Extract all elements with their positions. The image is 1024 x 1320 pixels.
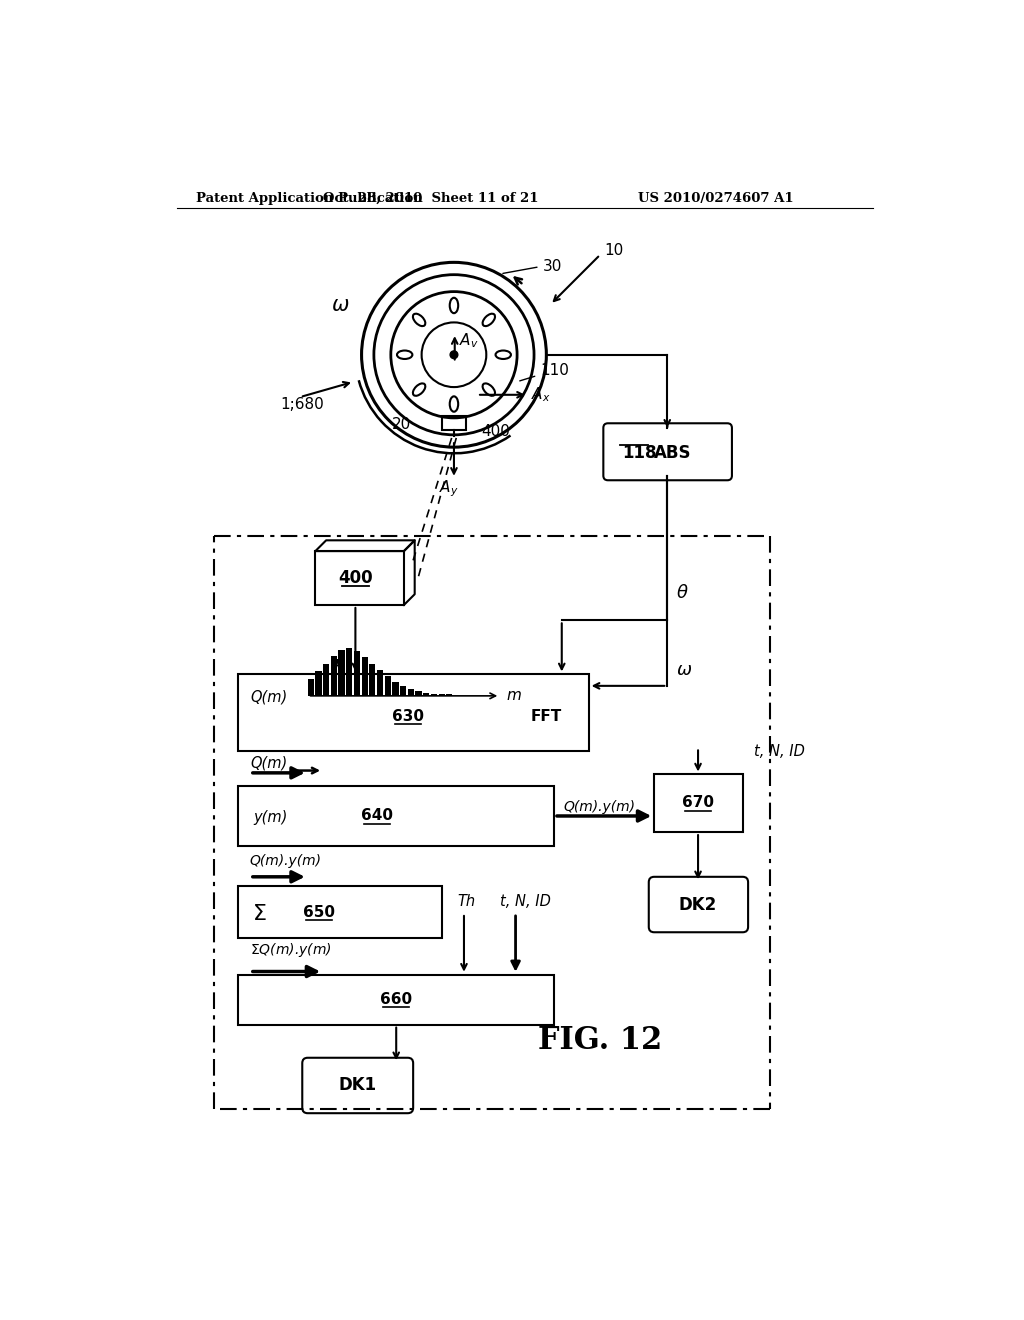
Text: $A_x$: $A_x$: [531, 385, 551, 404]
Bar: [346, 648, 352, 696]
Text: 30: 30: [503, 259, 562, 273]
Text: Patent Application Publication: Patent Application Publication: [196, 191, 423, 205]
Bar: [239, 974, 554, 1024]
Bar: [331, 656, 337, 696]
Text: t, N, ID: t, N, ID: [755, 743, 805, 759]
Text: P: P: [334, 657, 345, 676]
Text: y(m): y(m): [254, 810, 288, 825]
Bar: [416, 692, 422, 696]
Text: FIG. 12: FIG. 12: [539, 1024, 663, 1056]
Bar: [392, 682, 398, 696]
Text: Q(m).y(m): Q(m).y(m): [250, 854, 322, 869]
Bar: [400, 686, 407, 696]
Text: $A_y$: $A_y$: [438, 478, 458, 499]
Text: Oct. 28, 2010  Sheet 11 of 21: Oct. 28, 2010 Sheet 11 of 21: [324, 191, 539, 205]
Bar: [654, 775, 742, 832]
Text: Q(m): Q(m): [250, 755, 287, 771]
Bar: [377, 669, 383, 696]
Text: 118: 118: [622, 445, 656, 462]
Text: Q(m): Q(m): [250, 690, 287, 705]
Text: 670: 670: [682, 796, 714, 810]
Bar: [323, 664, 330, 696]
Bar: [423, 693, 429, 696]
Bar: [385, 676, 391, 696]
Text: US 2010/0274607 A1: US 2010/0274607 A1: [638, 191, 794, 205]
Bar: [361, 657, 368, 696]
Text: 400: 400: [338, 569, 373, 587]
Text: $\theta$: $\theta$: [677, 585, 689, 602]
Text: 400: 400: [481, 424, 510, 440]
Text: 650: 650: [303, 904, 335, 920]
Bar: [408, 689, 414, 696]
Text: 640: 640: [361, 808, 393, 824]
Text: m: m: [506, 688, 521, 704]
Bar: [315, 552, 403, 605]
Text: $\Sigma$Q(m).y(m): $\Sigma$Q(m).y(m): [250, 941, 332, 958]
Bar: [239, 675, 589, 751]
Text: 10: 10: [604, 243, 624, 259]
Bar: [354, 651, 360, 696]
Text: 20: 20: [392, 417, 412, 432]
Bar: [307, 678, 313, 696]
Bar: [339, 649, 345, 696]
Text: $\omega$: $\omega$: [331, 294, 349, 314]
Text: DK2: DK2: [679, 895, 717, 913]
Text: $\Sigma$: $\Sigma$: [252, 904, 267, 924]
Text: 110: 110: [520, 363, 569, 381]
Text: DK1: DK1: [339, 1077, 377, 1094]
Text: $\omega$: $\omega$: [677, 661, 693, 680]
Text: Q(m).y(m): Q(m).y(m): [563, 800, 635, 813]
Bar: [431, 693, 437, 696]
Text: ABS: ABS: [654, 445, 691, 462]
Bar: [239, 886, 442, 939]
Text: 630: 630: [392, 709, 424, 725]
Text: FFT: FFT: [530, 709, 562, 725]
Text: 660: 660: [380, 991, 413, 1007]
Text: 1;680: 1;680: [281, 397, 325, 412]
Bar: [370, 664, 376, 696]
Bar: [239, 785, 554, 846]
Bar: [446, 693, 453, 696]
Bar: [438, 693, 444, 696]
Circle shape: [451, 351, 458, 359]
Text: Th: Th: [458, 894, 476, 909]
Bar: [315, 672, 322, 696]
Text: $A_v$: $A_v$: [459, 331, 478, 350]
Text: t, N, ID: t, N, ID: [500, 894, 551, 909]
